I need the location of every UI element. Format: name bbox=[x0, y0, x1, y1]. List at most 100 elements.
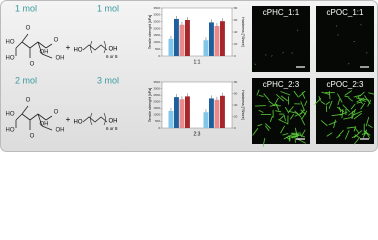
y-tick-label: 3000 bbox=[153, 86, 160, 90]
atom-label: HO bbox=[6, 128, 15, 134]
bar bbox=[185, 96, 190, 128]
atom-label: O bbox=[30, 134, 35, 140]
cell bbox=[282, 133, 289, 136]
y2-tick-label: 20 bbox=[234, 114, 238, 118]
bond bbox=[37, 113, 43, 127]
cell bbox=[354, 130, 363, 138]
bar bbox=[203, 112, 209, 128]
cell bbox=[351, 108, 356, 120]
bar bbox=[168, 110, 174, 128]
acid-amount: 2 mol bbox=[15, 75, 37, 85]
cell bbox=[365, 116, 370, 127]
cell bbox=[290, 114, 294, 120]
bond bbox=[15, 113, 23, 121]
y-tick-label: 0 bbox=[158, 54, 160, 58]
atom-label: OH bbox=[56, 128, 65, 134]
atom-label: OH bbox=[56, 56, 65, 62]
atom-label: OH bbox=[40, 50, 49, 56]
cell bbox=[363, 130, 371, 136]
bond bbox=[29, 41, 39, 49]
bond bbox=[21, 41, 31, 49]
cell bbox=[345, 130, 350, 140]
cell bbox=[258, 109, 264, 113]
atom-label: O bbox=[54, 38, 59, 44]
bar bbox=[209, 98, 214, 128]
cell bbox=[356, 97, 365, 103]
y-tick-label: 3500 bbox=[153, 6, 160, 10]
cell bbox=[283, 114, 286, 121]
cell bbox=[337, 93, 343, 103]
bond bbox=[29, 113, 39, 121]
y2-tick-label: 80 bbox=[234, 6, 238, 10]
bar bbox=[168, 38, 174, 56]
bar bbox=[220, 95, 225, 128]
image-label: cPHC_1:1 bbox=[263, 8, 300, 17]
cell bbox=[298, 90, 306, 97]
cell bbox=[321, 91, 330, 95]
atom-label: O bbox=[26, 26, 31, 32]
cell bbox=[359, 91, 365, 97]
atom-label: O bbox=[30, 62, 35, 68]
bond bbox=[37, 41, 43, 55]
cell bbox=[326, 132, 333, 137]
cell bbox=[301, 110, 308, 119]
image-label: cPOC_2:3 bbox=[327, 80, 364, 89]
y2-tick-label: 80 bbox=[234, 80, 238, 84]
cell bbox=[336, 134, 341, 139]
cell bbox=[252, 128, 259, 136]
cell bbox=[318, 96, 321, 101]
cell bbox=[280, 91, 291, 96]
cell bbox=[353, 110, 363, 116]
y2-tick-label: 60 bbox=[234, 18, 238, 22]
cell bbox=[367, 124, 373, 128]
bar bbox=[179, 24, 185, 56]
cell bbox=[356, 101, 362, 104]
atom-label: HO bbox=[74, 48, 83, 54]
bond bbox=[21, 105, 29, 115]
cell bbox=[342, 104, 350, 113]
cell bbox=[367, 99, 372, 107]
cell bbox=[361, 133, 369, 135]
cell bbox=[275, 110, 282, 113]
y2-tick-label: 0 bbox=[234, 54, 236, 58]
cell bbox=[262, 137, 266, 147]
cell bbox=[300, 117, 306, 126]
y2-axis-label: Hardness [°Shore] bbox=[241, 17, 245, 46]
cell bbox=[348, 109, 356, 116]
acid-amount: 1 mol bbox=[15, 3, 37, 13]
cell bbox=[354, 134, 360, 139]
bond bbox=[41, 53, 53, 59]
y-tick-label: 0 bbox=[158, 126, 160, 130]
cell bbox=[269, 116, 273, 123]
y-axis-label: Tensile strenght [kPa] bbox=[148, 15, 152, 49]
bar bbox=[203, 40, 209, 56]
bond bbox=[82, 116, 108, 123]
cell bbox=[295, 133, 306, 138]
bar bbox=[179, 99, 185, 128]
plus: + bbox=[66, 43, 71, 52]
micrograph bbox=[252, 6, 310, 72]
image-label: cPOC_1:1 bbox=[327, 8, 364, 17]
bond bbox=[15, 41, 23, 49]
cell bbox=[333, 119, 336, 129]
y-tick-label: 500 bbox=[155, 119, 160, 123]
plus: + bbox=[66, 115, 71, 124]
atom-label: OH bbox=[109, 47, 118, 53]
cell bbox=[353, 94, 362, 98]
cell bbox=[344, 95, 350, 98]
y-axis-label: Tensile strenght [kPa] bbox=[148, 88, 152, 122]
y-tick-label: 2500 bbox=[153, 93, 160, 97]
cell bbox=[353, 137, 360, 145]
bond bbox=[21, 33, 29, 43]
y2-tick-label: 20 bbox=[234, 42, 238, 46]
cell bbox=[265, 125, 270, 131]
cell bbox=[338, 129, 344, 137]
atom-label: OH bbox=[109, 119, 118, 125]
diol-amount: 3 mol bbox=[97, 75, 119, 85]
cell bbox=[294, 127, 298, 138]
atom-label: HO bbox=[74, 120, 83, 126]
subscript: 6 or 8 bbox=[106, 54, 118, 59]
cell bbox=[274, 97, 279, 105]
cell bbox=[351, 111, 354, 119]
cell bbox=[328, 100, 333, 109]
